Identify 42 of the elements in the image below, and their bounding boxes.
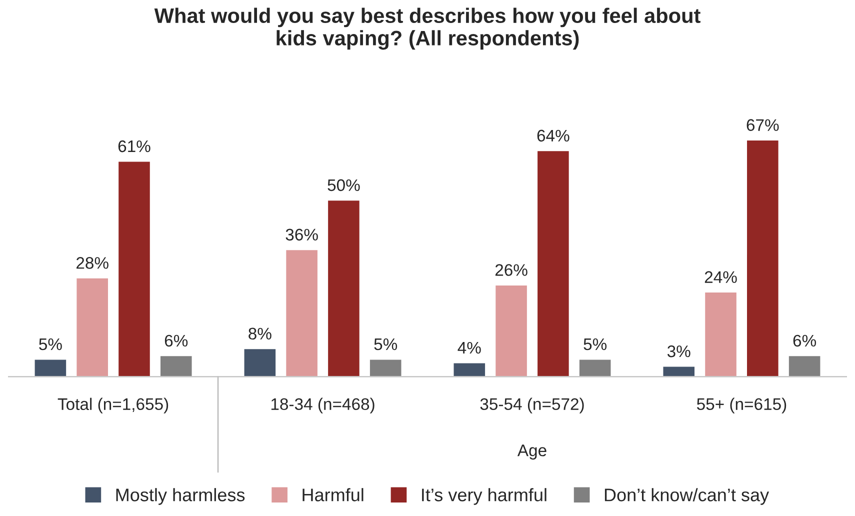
data-label: 5%: [584, 338, 607, 350]
x-tick-label: 18-34 (n=468): [271, 398, 374, 414]
data-label: 64%: [537, 130, 570, 142]
bar: [33, 358, 68, 377]
bar: [326, 199, 361, 377]
bar: [284, 248, 319, 377]
bar: [368, 358, 403, 377]
bar: [662, 365, 696, 377]
text: Age: [517, 444, 546, 460]
data-label: 61%: [118, 140, 150, 152]
data-label: 28%: [76, 257, 108, 269]
bar: [452, 362, 486, 377]
bar: [494, 284, 528, 377]
bar: [788, 354, 822, 377]
x-tick-label: Total (n=1,655): [58, 398, 168, 414]
data-label: 6%: [164, 334, 188, 347]
legend-label: Harmful: [302, 488, 364, 502]
data-label: 4%: [458, 342, 481, 354]
bar: [242, 348, 277, 377]
x-tick-label: 35-54 (n=572): [480, 398, 584, 414]
data-label: 6%: [793, 334, 816, 347]
x-tick-label: 55+ (n=615): [696, 398, 786, 414]
bar: [704, 291, 738, 377]
bar: [578, 358, 612, 377]
data-label: 3%: [667, 345, 690, 358]
legend-label: Mostly harmless: [116, 488, 245, 505]
data-label: 5%: [374, 338, 398, 350]
data-label: 8%: [248, 328, 272, 340]
data-label: 5%: [39, 338, 62, 350]
legend-label: It’s very harmful: [422, 488, 546, 505]
data-label: 36%: [286, 228, 318, 241]
bar: [746, 139, 780, 377]
data-label: 67%: [746, 119, 779, 131]
bar: [536, 150, 570, 377]
bar: [75, 277, 110, 377]
data-label: 24%: [704, 271, 737, 283]
data-label: 50%: [328, 179, 360, 192]
chart-title: What would you say best describes how you feel about kids vaping? (All respondents): [154, 8, 700, 50]
bar: [159, 354, 194, 377]
data-label: 26%: [495, 264, 528, 276]
bar: [117, 160, 152, 377]
legend-label: Don’t know/can’t say: [604, 488, 770, 505]
